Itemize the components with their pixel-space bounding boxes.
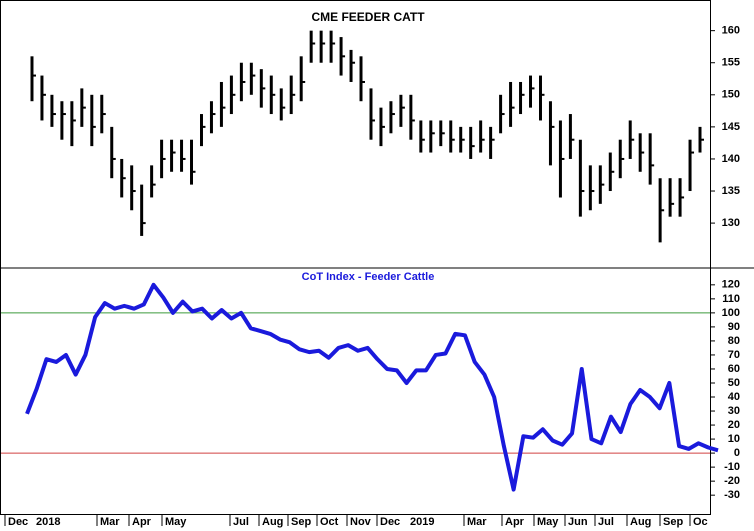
y-tick-label: -20 [724, 475, 740, 487]
y-tick-label: 140 [722, 153, 740, 165]
chart-title: CME FEEDER CATT [311, 10, 425, 24]
x-tick-label: Aug [630, 516, 651, 528]
y-tick-label: 155 [722, 57, 740, 69]
x-tick-label: Aug [262, 516, 283, 528]
y-tick-label: 20 [728, 419, 740, 431]
y-tick-label: 90 [728, 321, 740, 333]
x-tick-label: May [165, 516, 187, 528]
y-tick-label: 145 [722, 121, 740, 133]
x-tick-label: 2018 [36, 516, 60, 528]
y-tick-label: 130 [722, 217, 740, 229]
x-tick-label: 2019 [410, 516, 434, 528]
x-tick-label: Jul [598, 516, 614, 528]
x-tick-label: Nov [350, 516, 372, 528]
y-tick-label: 110 [722, 293, 740, 305]
cot-line [25, 282, 719, 492]
x-tick-label: Jun [568, 516, 588, 528]
x-tick-label: Jul [233, 516, 249, 528]
x-tick-label: Apr [505, 516, 525, 528]
x-tick-label: Mar [467, 516, 487, 528]
y-tick-label: 160 [722, 25, 740, 37]
y-tick-label: 0 [734, 447, 740, 459]
x-tick-label: Oct [320, 516, 339, 528]
y-tick-label: 135 [722, 185, 740, 197]
y-tick-label: -10 [724, 461, 740, 473]
frame [0, 0, 711, 515]
x-tick-label: Oc [693, 516, 708, 528]
y-tick-label: -30 [724, 489, 740, 501]
y-tick-label: 50 [728, 377, 740, 389]
y-tick-label: 70 [728, 349, 740, 361]
x-tick-label: Mar [100, 516, 120, 528]
x-tick-label: Dec [380, 516, 400, 528]
y-tick-label: 100 [722, 307, 740, 319]
x-tick-label: Sep [663, 516, 683, 528]
y-tick-label: 30 [728, 405, 740, 417]
y-tick-label: 80 [728, 335, 740, 347]
y-tick-label: 150 [722, 89, 740, 101]
y-tick-label: 60 [728, 363, 740, 375]
y-tick-label: 10 [728, 433, 740, 445]
y-tick-label: 40 [728, 391, 740, 403]
x-tick-label: Sep [291, 516, 311, 528]
y-tick-label: 120 [722, 279, 740, 291]
x-tick-label: Dec [8, 516, 28, 528]
x-tick-label: Apr [132, 516, 152, 528]
panel-title: CoT Index - Feeder Cattle [302, 271, 435, 283]
x-tick-label: May [537, 516, 559, 528]
